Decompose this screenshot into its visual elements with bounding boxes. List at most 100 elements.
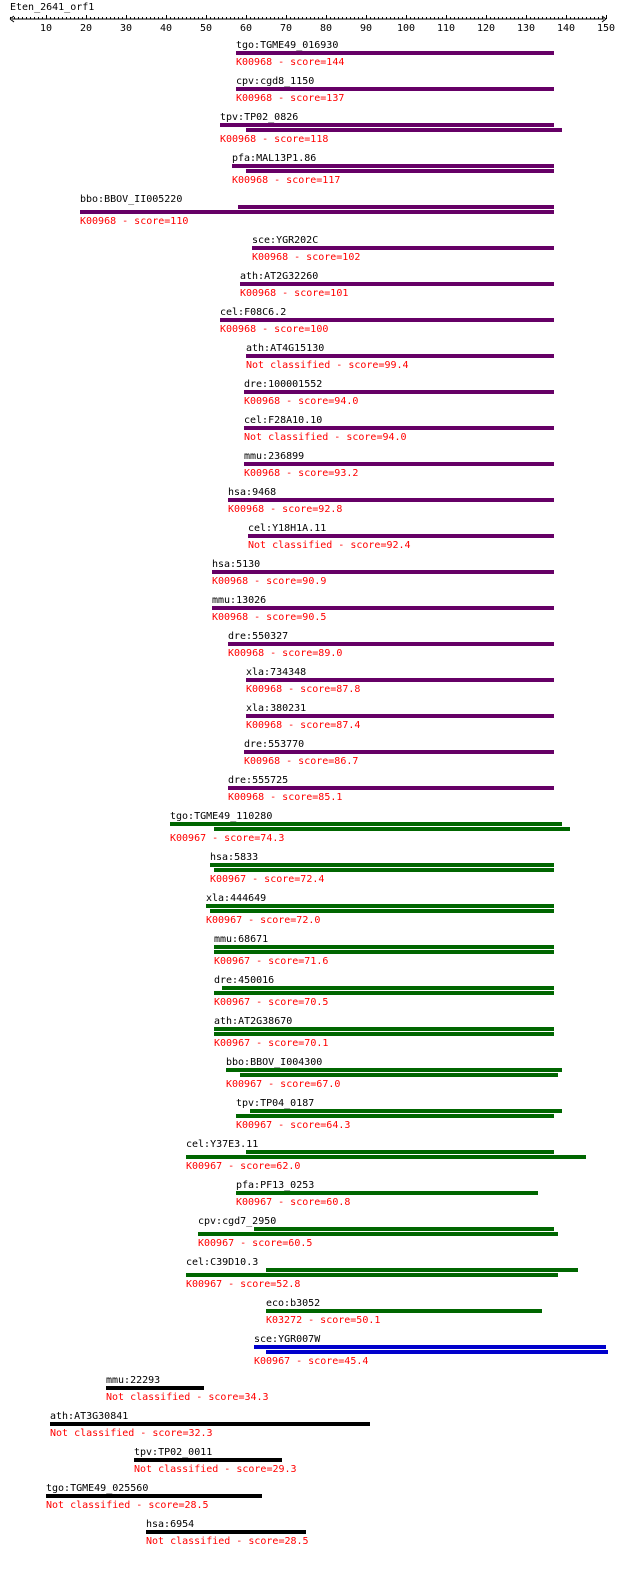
alignment-bar (236, 87, 554, 91)
alignment-bar (50, 1422, 370, 1426)
hit-entry: bbo:BBOV_I004300 K00967 - score=67.0 (226, 1057, 562, 1090)
alignment-bar (246, 714, 554, 718)
hit-entry: tgo:TGME49_110280 K00967 - score=74.3 (170, 811, 570, 844)
gene-label: mmu:22293 (106, 1375, 160, 1386)
hit-entry: mmu:68671 K00967 - score=71.6 (214, 934, 554, 967)
alignment-bar (246, 1150, 554, 1154)
hit-annotation: K00968 - score=85.1 (228, 792, 342, 803)
alignment-bar (106, 1386, 204, 1390)
hit-entry: dre:100001552 K00968 - score=94.0 (244, 379, 554, 407)
alignment-bar (214, 1032, 554, 1036)
hit-entry: cpv:cgd8_1150 K00968 - score=137 (236, 76, 554, 104)
gene-label: xla:380231 (246, 703, 306, 714)
hit-entry: ath:AT2G38670 K00967 - score=70.1 (214, 1016, 554, 1049)
alignment-bar (266, 1268, 578, 1272)
hit-entry: ath:AT4G15130 Not classified - score=99.4 (246, 343, 554, 371)
gene-label: mmu:13026 (212, 595, 266, 606)
alignment-bar (214, 868, 554, 872)
axis-tick-label: 20 (80, 23, 92, 34)
hit-annotation: K00967 - score=45.4 (254, 1356, 368, 1367)
alignment-bar (222, 986, 554, 990)
gene-label: ath:AT3G30841 (50, 1411, 128, 1422)
gene-label: hsa:5130 (212, 559, 260, 570)
alignment-bar (46, 1494, 262, 1498)
alignment-bar (246, 678, 554, 682)
gene-label: tgo:TGME49_025560 (46, 1483, 148, 1494)
hit-entry: dre:553770 K00968 - score=86.7 (244, 739, 554, 767)
alignment-bar (80, 210, 554, 214)
alignment-bar (236, 1191, 538, 1195)
alignment-bar (186, 1273, 558, 1277)
hit-entry: tpv:TP02_0826 K00968 - score=118 (220, 112, 562, 145)
hit-annotation: K00967 - score=60.8 (236, 1197, 350, 1208)
hit-annotation: K00967 - score=71.6 (214, 956, 328, 967)
gene-label: pfa:MAL13P1.86 (232, 153, 316, 164)
alignment-bar (228, 786, 554, 790)
gene-label: mmu:68671 (214, 934, 268, 945)
hit-annotation: Not classified - score=92.4 (248, 540, 411, 551)
hit-entry: hsa:6954 Not classified - score=28.5 (146, 1519, 309, 1547)
gene-label: dre:550327 (228, 631, 288, 642)
alignment-bar (250, 1109, 562, 1113)
gene-label: hsa:5833 (210, 852, 258, 863)
gene-label: tpv:TP04_0187 (236, 1098, 314, 1109)
hit-entry: pfa:PF13_0253 K00967 - score=60.8 (236, 1180, 538, 1208)
gene-label: cel:C39D10.3 (186, 1257, 258, 1268)
hit-entry: tgo:TGME49_016930 K00968 - score=144 (236, 40, 554, 68)
axis-tick-label: 30 (120, 23, 132, 34)
hit-annotation: Not classified - score=28.5 (46, 1500, 209, 1511)
alignment-bar (236, 1114, 554, 1118)
alignment-bar (210, 909, 554, 913)
gene-label: sce:YGR007W (254, 1334, 321, 1345)
hit-entry: pfa:MAL13P1.86 K00968 - score=117 (232, 153, 554, 186)
gene-label: sce:YGR202C (252, 235, 318, 246)
axis-tick-label: 150 (597, 23, 615, 34)
hit-entry: ath:AT3G30841 Not classified - score=32.3 (50, 1411, 370, 1439)
alignment-bar (214, 1027, 554, 1031)
hit-entry: sce:YGR007W K00967 - score=45.4 (254, 1334, 608, 1367)
hit-annotation: Not classified - score=34.3 (106, 1392, 269, 1403)
hit-annotation: K00968 - score=100 (220, 324, 328, 335)
alignment-bar (232, 164, 554, 168)
gene-label: tgo:TGME49_110280 (170, 811, 272, 822)
gene-label: tgo:TGME49_016930 (236, 40, 338, 51)
hit-annotation: K00968 - score=118 (220, 134, 328, 145)
hit-annotation: K00968 - score=110 (80, 216, 188, 227)
gene-label: cpv:cgd8_1150 (236, 76, 314, 87)
alignment-bar (246, 169, 554, 173)
alignment-bar (246, 128, 562, 132)
hit-entry: bbo:BBOV_II005220 K00968 - score=110 (80, 194, 554, 227)
hit-entry: hsa:9468 K00968 - score=92.8 (228, 487, 554, 515)
gene-label: cel:F08C6.2 (220, 307, 286, 318)
hit-annotation: K00967 - score=70.1 (214, 1038, 328, 1049)
axis-tick-label: 120 (477, 23, 495, 34)
axis-tick-label: 100 (397, 23, 415, 34)
hit-annotation: K00967 - score=52.8 (186, 1279, 300, 1290)
hit-entry: cel:F28A10.10 Not classified - score=94.0 (244, 415, 554, 443)
hit-annotation: K00968 - score=87.4 (246, 720, 360, 731)
gene-label: ath:AT2G32260 (240, 271, 318, 282)
alignment-bar (220, 123, 554, 127)
alignment-bar (254, 1345, 606, 1349)
alignment-bar (252, 246, 554, 250)
hit-annotation: Not classified - score=32.3 (50, 1428, 213, 1439)
hit-entry: tpv:TP04_0187 K00967 - score=64.3 (236, 1098, 562, 1131)
gene-label: pfa:PF13_0253 (236, 1180, 314, 1191)
hit-entry: hsa:5833 K00967 - score=72.4 (210, 852, 554, 885)
gene-label: hsa:9468 (228, 487, 276, 498)
hit-annotation: K00968 - score=94.0 (244, 396, 358, 407)
hit-annotation: K00968 - score=144 (236, 57, 344, 68)
gene-label: dre:553770 (244, 739, 304, 750)
axis-tick-label: 110 (437, 23, 455, 34)
hit-annotation: K00968 - score=93.2 (244, 468, 358, 479)
alignment-bar (214, 945, 554, 949)
alignment-bar (206, 904, 554, 908)
hit-annotation: K00967 - score=74.3 (170, 833, 284, 844)
hit-entry: sce:YGR202C K00968 - score=102 (252, 235, 554, 263)
hit-entry: mmu:22293 Not classified - score=34.3 (106, 1375, 269, 1403)
hit-entry: tgo:TGME49_025560 Not classified - score=… (46, 1483, 262, 1511)
hit-annotation: K00967 - score=60.5 (198, 1238, 312, 1249)
hit-entry: dre:450016 K00967 - score=70.5 (214, 975, 554, 1008)
alignment-bar (228, 642, 554, 646)
right-arrow-icon (601, 15, 607, 23)
